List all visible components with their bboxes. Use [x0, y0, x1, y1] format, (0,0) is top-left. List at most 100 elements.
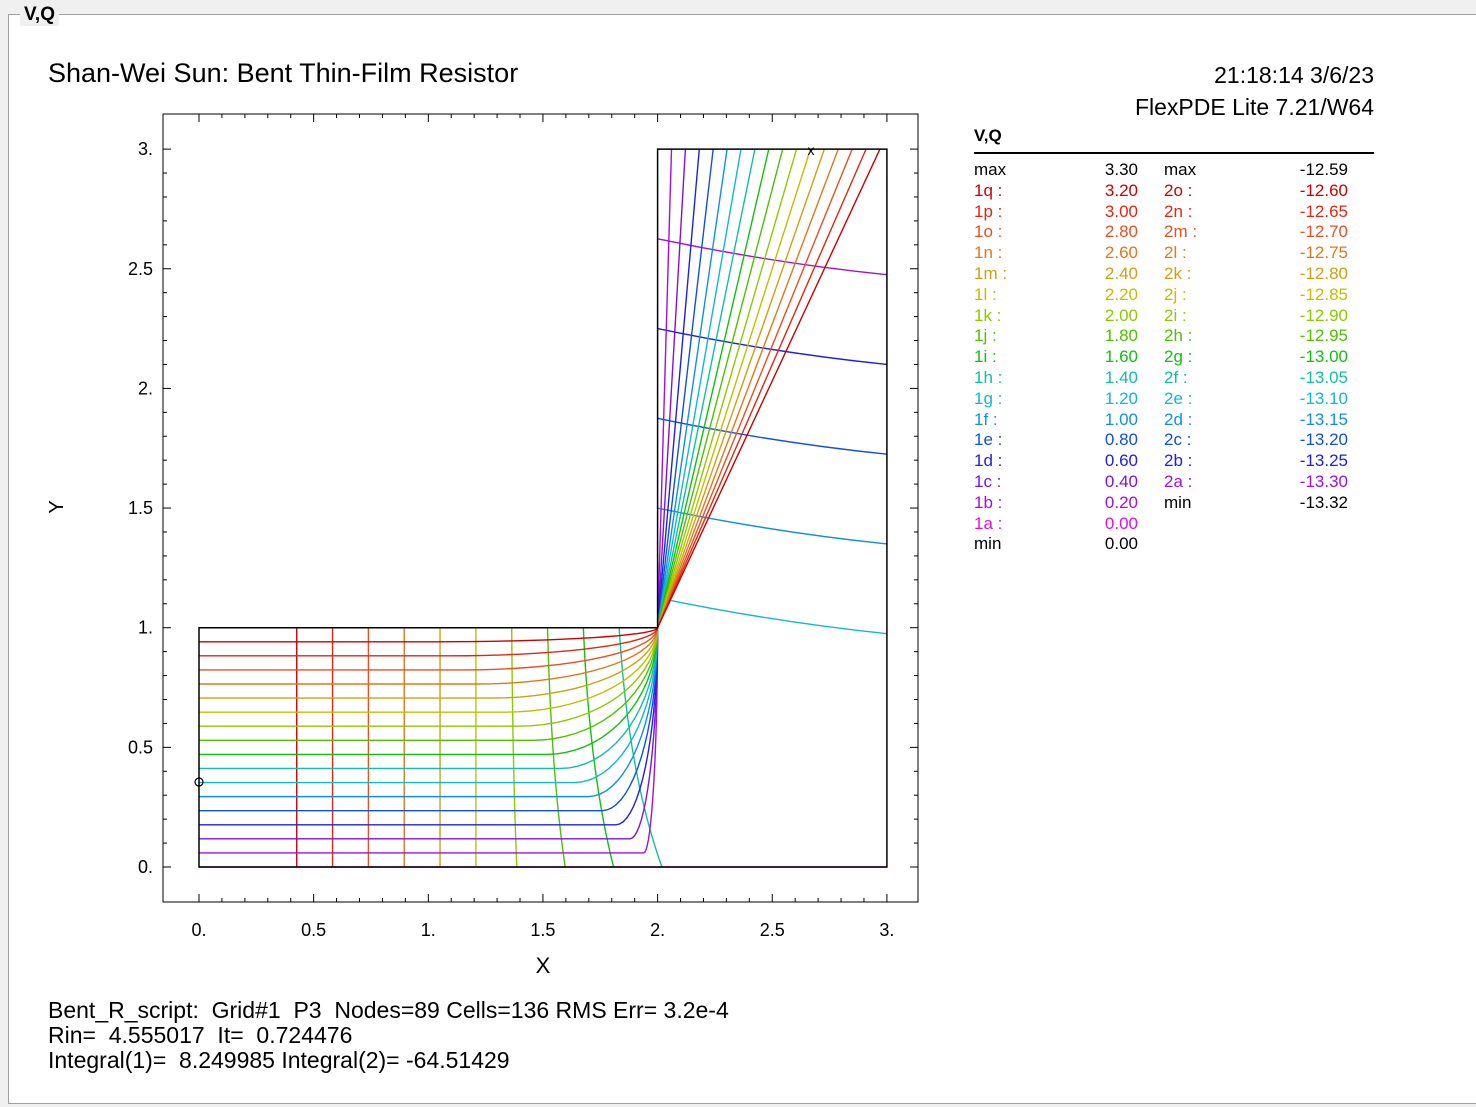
legend-level-label: 1e :: [974, 430, 1003, 450]
plot-box: [162, 113, 919, 903]
v-contour-line: [199, 148, 770, 756]
legend-level-value: -12.90: [1299, 305, 1348, 325]
legend-level-label: 1b :: [974, 492, 1003, 512]
v-contour-line: [199, 148, 812, 713]
legend-level-value: -12.85: [1299, 284, 1348, 304]
q-contour-line: [618, 627, 663, 868]
legend-level-value: 2.60: [1104, 243, 1138, 263]
legend-row: 1c : 0.40 2a : -13.30: [974, 472, 1374, 493]
legend-level-value: -13.25: [1299, 451, 1348, 471]
legend-row: 1l : 2.20 2j : -12.85: [974, 285, 1374, 306]
v-contour-line: [199, 149, 714, 812]
legend-level-label: 2f :: [1164, 367, 1188, 387]
legend-row: 1q : 3.20 2o : -12.60: [974, 181, 1374, 202]
legend-level-label: min: [974, 534, 1002, 554]
q-contours: [296, 238, 887, 868]
legend-level-label: 1i :: [974, 347, 997, 367]
legend-level-label: 1n :: [974, 243, 1003, 263]
software-version: FlexPDE Lite 7.21/W64: [1134, 94, 1374, 120]
legend-level-value: 0.00: [1104, 513, 1138, 533]
window-title: V,Q: [20, 4, 59, 26]
q-contour-line: [582, 627, 615, 868]
legend-level-label: 2o :: [1164, 180, 1193, 200]
y-tick-label: 2.: [138, 378, 153, 398]
legend-level-label: min: [1164, 492, 1192, 512]
legend-row: 1b : 0.20 min -13.32: [974, 493, 1374, 514]
y-axis-tick-labels: 0. 0.5 1. 1.5 2. 2.5 3.: [128, 139, 153, 877]
legend-level-value: 2.40: [1104, 263, 1138, 283]
legend-row: 1o : 2.80 2m : -12.70: [974, 222, 1374, 243]
v-contour-line: [199, 149, 687, 840]
legend-row: 1n : 2.60 2l : -12.75: [974, 243, 1374, 264]
legend-level-value: 0.00: [1104, 534, 1138, 554]
legend-level-value: 1.80: [1104, 326, 1138, 346]
legend-level-value: 3.30: [1104, 160, 1138, 179]
footer-resistance-info: Rin= 4.555017 It= 0.724476: [48, 1022, 353, 1048]
point-marker-circle-icon: [194, 777, 204, 787]
v-contour-line: [199, 148, 798, 727]
legend-level-label: 2j :: [1164, 284, 1187, 304]
legend-level-label: 2b :: [1164, 451, 1193, 471]
legend-level-label: 2c :: [1164, 430, 1192, 450]
legend-title: V,Q: [974, 126, 1002, 145]
legend-level-label: 2n :: [1164, 201, 1193, 221]
legend-row: 1d : 0.60 2b : -13.25: [974, 451, 1374, 472]
legend-level-label: max: [1164, 160, 1197, 179]
legend-rows: max 3.30 max -12.59 1q : 3.20 2o : -12.60 1p : 3.…: [974, 160, 1374, 555]
legend-level-value: 1.40: [1104, 367, 1138, 387]
q-contour-line: [546, 627, 566, 868]
domain-boundary: [198, 148, 888, 868]
legend-level-label: 1l :: [974, 284, 997, 304]
legend-level-value: -13.05: [1299, 367, 1348, 387]
legend-level-value: -12.60: [1299, 180, 1348, 200]
legend-level-value: -12.95: [1299, 326, 1348, 346]
x-axis-tick-labels: 0. 0.5 1. 1.5 2. 2.5 3.: [191, 920, 894, 940]
legend-row: 1f : 1.00 2d : -13.15: [974, 410, 1374, 431]
v-contour-line: [199, 148, 881, 643]
legend-divider: [974, 152, 1374, 154]
y-tick-label: 1.: [138, 618, 153, 638]
plot-window: [8, 14, 1476, 1104]
legend-level-label: 2l :: [1164, 243, 1187, 263]
legend-row: 1a : 0.00: [974, 514, 1374, 535]
legend-level-label: 1a :: [974, 513, 1003, 533]
legend-level-label: 1c :: [974, 471, 1002, 491]
x-tick-label: 3.: [879, 920, 894, 940]
y-tick-label: 2.5: [128, 259, 153, 279]
legend-row: 1p : 3.00 2n : -12.65: [974, 202, 1374, 223]
legend-level-label: 1o :: [974, 222, 1003, 242]
y-tick-label: 3.: [138, 139, 153, 159]
legend-level-label: 2e :: [1164, 388, 1193, 408]
legend-level-value: -13.00: [1299, 347, 1348, 367]
v-contour-line: [199, 149, 700, 826]
legend-level-value: -13.20: [1299, 430, 1348, 450]
q-contour-line: [511, 627, 518, 868]
contour-legend: V,Q max 3.30 max -12.59 1q :3.20 2o : -12.60 1p…: [974, 126, 1374, 555]
x-tick-label: 0.5: [301, 920, 326, 940]
x-axis-label: X: [536, 953, 551, 978]
legend-level-value: 3.00: [1104, 201, 1138, 221]
legend-level-label: 2h :: [1164, 326, 1193, 346]
legend-row: 1e : 0.80 2c : -13.20: [974, 430, 1374, 451]
legend-row: 1i : 1.60 2g : -13.00: [974, 347, 1374, 368]
v-contour-line: [199, 148, 784, 742]
y-axis-label: Y: [46, 500, 68, 513]
x-tick-label: 2.5: [760, 920, 785, 940]
legend-level-label: 1g :: [974, 388, 1003, 408]
v-contour-line: [199, 148, 853, 671]
v-contour-line: [199, 148, 742, 784]
x-tick-label: 0.: [191, 920, 206, 940]
legend-level-value: 0.20: [1104, 492, 1138, 512]
legend-level-label: 1h :: [974, 367, 1003, 387]
legend-level-value: 0.40: [1104, 471, 1138, 491]
x-tick-label: 1.5: [530, 920, 555, 940]
y-tick-label: 0.5: [128, 737, 153, 757]
legend-row: min 0.00: [974, 534, 1374, 555]
plot-footer: Bent_R_script: Grid#1 P3 Nodes=89 Cells=…: [48, 998, 729, 1073]
v-contour-line: [199, 148, 826, 699]
y-tick-label: 1.5: [128, 498, 153, 518]
q-contour-line: [657, 597, 887, 635]
v-contour-line: [199, 148, 839, 685]
q-contour-line: [657, 327, 887, 366]
